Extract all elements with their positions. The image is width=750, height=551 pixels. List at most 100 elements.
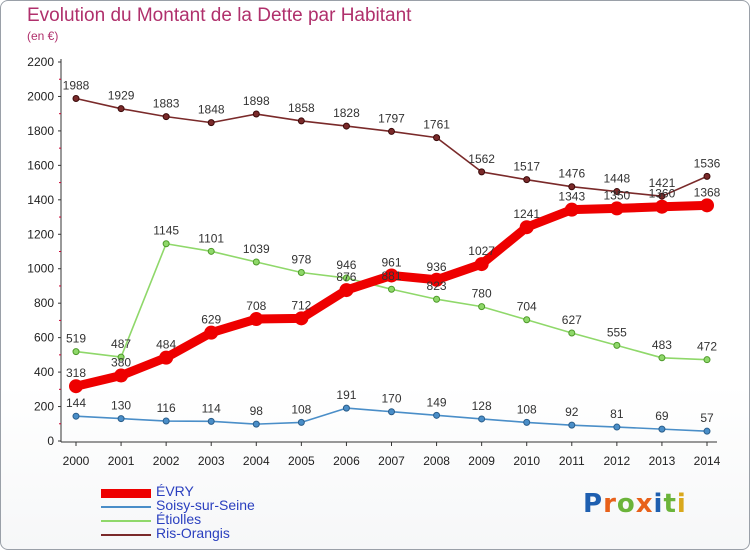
series-evry-data-label: 1360: [649, 187, 676, 201]
logo-letter: i: [653, 489, 664, 519]
series-etiolles-data-label: 946: [336, 258, 356, 272]
series-soisy-point: [117, 415, 125, 423]
series-ris-orangis-data-label: 1562: [468, 152, 495, 166]
series-soisy-data-label: 69: [655, 409, 669, 423]
series-etiolles-data-label: 978: [291, 253, 311, 267]
legend-swatch: [101, 520, 151, 522]
series-ris-orangis-data-label: 1761: [423, 118, 450, 132]
x-tick-label: 2014: [694, 454, 721, 468]
series-soisy-point: [342, 404, 350, 412]
series-etiolles-point: [433, 295, 441, 303]
series-evry-point: [519, 220, 534, 235]
series-etiolles-data-label: 780: [472, 287, 492, 301]
x-tick-label: 2002: [153, 454, 180, 468]
proxiti-logo: Proxiti: [583, 489, 687, 519]
series-etiolles-data-label: 1145: [153, 224, 179, 238]
series-etiolles-point: [297, 269, 305, 277]
y-tick-label: 2000: [27, 89, 54, 103]
series-etiolles-data-label: 1039: [243, 242, 270, 256]
series-evry-data-label: 484: [156, 338, 176, 352]
y-tick-label: 1800: [27, 124, 54, 138]
series-etiolles-point: [252, 258, 260, 266]
x-tick-label: 2005: [288, 454, 315, 468]
x-tick-label: 2010: [513, 454, 540, 468]
series-ris-orangis-point: [117, 105, 125, 113]
legend-label: Ris-Orangis: [156, 525, 230, 541]
series-ris-orangis-point: [613, 188, 621, 196]
series-soisy-data-label: 108: [291, 402, 311, 416]
series-ris-orangis-data-label: 1929: [108, 89, 135, 103]
series-evry-data-label: 961: [381, 255, 401, 269]
series-soisy-data-label: 116: [157, 401, 176, 415]
series-etiolles-point: [613, 341, 621, 349]
legend-label: Étiolles: [156, 511, 202, 527]
series-evry-point: [654, 199, 669, 214]
chart-subtitle: (en €): [27, 29, 59, 43]
series-soisy-point: [252, 420, 260, 428]
series-soisy-data-label: 57: [700, 411, 714, 425]
x-tick-label: 2008: [423, 454, 450, 468]
series-evry-data-label: 318: [66, 366, 86, 380]
legend-swatch: [101, 534, 151, 536]
y-tick-label: 1000: [27, 262, 54, 276]
series-etiolles-data-label: 519: [66, 332, 86, 346]
series-evry-data-label: 1027: [468, 244, 495, 258]
legend-label: ÉVRY: [156, 483, 194, 499]
series-evry-point: [609, 201, 624, 216]
chart-title: Evolution du Montant de la Dette par Hab…: [27, 5, 412, 26]
series-evry-data-label: 936: [427, 260, 447, 274]
y-tick-label: 1600: [27, 158, 54, 172]
x-tick-label: 2012: [604, 454, 631, 468]
series-etiolles-data-label: 1101: [198, 231, 224, 245]
series-evry-data-label: 629: [201, 313, 221, 327]
series-ris-orangis-data-label: 1797: [378, 111, 405, 125]
series-ris-orangis-data-label: 1448: [604, 172, 631, 186]
series-ris-orangis-data-label: 1988: [63, 79, 90, 93]
series-soisy-data-label: 170: [381, 392, 401, 406]
series-ris-orangis-data-label: 1517: [513, 160, 540, 174]
series-ris-orangis-data-label: 1421: [649, 176, 676, 190]
series-etiolles-point: [207, 247, 215, 255]
series-ris-orangis-data-label: 1828: [333, 106, 360, 120]
series-etiolles-point: [478, 303, 486, 311]
series-soisy-point: [297, 418, 305, 426]
series-evry-data-label: 1241: [513, 207, 540, 221]
legend-swatch: [101, 488, 151, 498]
series-evry-point: [384, 268, 399, 283]
series-etiolles-data-label: 823: [427, 279, 447, 293]
series-etiolles-point: [523, 316, 531, 324]
series-ris-orangis-point: [72, 95, 80, 103]
series-soisy-point: [433, 411, 441, 419]
series-ris-orangis-data-label: 1898: [243, 94, 270, 108]
series-soisy-data-label: 149: [427, 395, 447, 409]
x-tick-label: 2003: [198, 454, 225, 468]
series-evry-data-label: 712: [291, 298, 311, 312]
x-tick-label: 2001: [108, 454, 135, 468]
series-soisy-point: [162, 417, 170, 425]
series-ris-orangis-data-label: 1536: [694, 156, 721, 170]
series-evry-point: [204, 325, 219, 340]
x-tick-label: 2013: [649, 454, 676, 468]
series-etiolles-data-label: 627: [562, 313, 582, 327]
logo-letter: P: [583, 489, 604, 519]
logo-letter: i: [676, 489, 687, 519]
series-ris-orangis-point: [297, 117, 305, 125]
series-evry-data-label: 1368: [694, 185, 721, 199]
series-soisy-data-label: 144: [66, 396, 86, 410]
series-soisy-point: [478, 415, 486, 423]
series-ris-orangis-point: [207, 119, 215, 127]
series-ris-orangis-point: [433, 134, 441, 142]
legend-label: Soisy-sur-Seine: [156, 497, 255, 513]
series-soisy-point: [658, 425, 666, 433]
series-ris-orangis-point: [568, 183, 576, 191]
series-ris-orangis-data-label: 1858: [288, 101, 315, 115]
y-tick-label: 1200: [27, 227, 54, 241]
series-etiolles-data-label: 483: [652, 338, 672, 352]
series-etiolles-point: [388, 285, 395, 293]
series-etiolles-data-label: 704: [517, 300, 537, 314]
series-soisy-data-label: 128: [472, 399, 492, 413]
y-tick-label: 800: [34, 296, 54, 310]
series-soisy-point: [523, 418, 531, 426]
series-etiolles-point: [658, 354, 666, 362]
